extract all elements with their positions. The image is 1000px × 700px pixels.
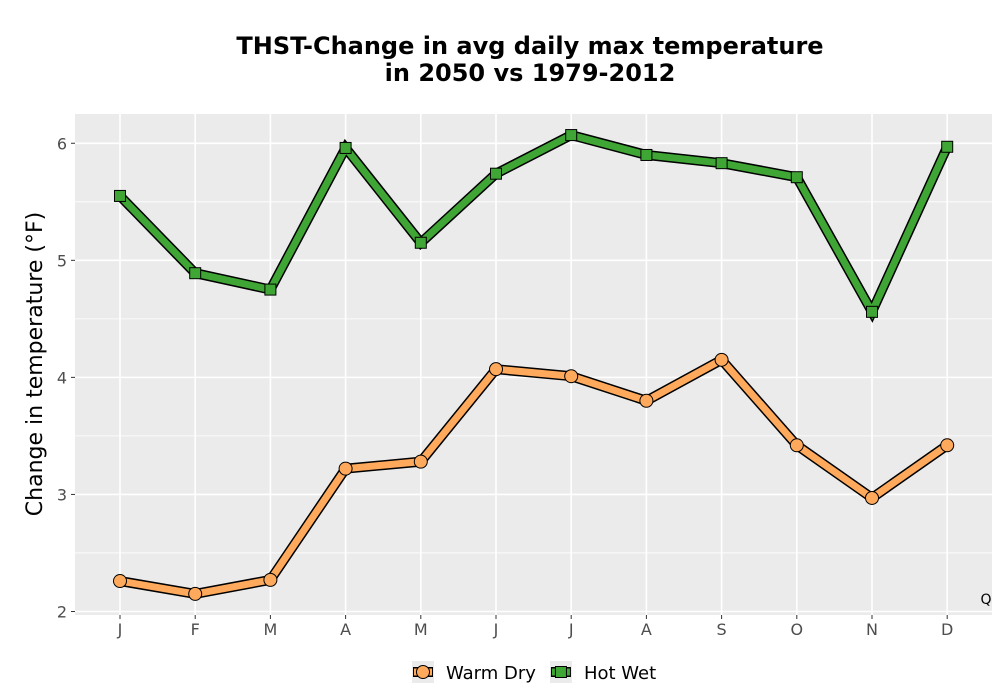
x-tick-label: M xyxy=(263,620,277,639)
data-point xyxy=(188,586,203,601)
legend-item-warm-dry: Warm Dry xyxy=(412,661,536,684)
y-tick-label: 4 xyxy=(57,368,67,387)
legend: Warm Dry Hot Wet xyxy=(412,661,656,684)
x-tick-label: A xyxy=(641,620,652,639)
x-tick-label: M xyxy=(414,620,428,639)
data-point xyxy=(941,140,954,153)
data-point xyxy=(865,490,879,505)
series-line xyxy=(117,131,951,320)
data-point xyxy=(189,267,202,280)
data-point xyxy=(263,572,278,587)
legend-label: Warm Dry xyxy=(446,663,536,684)
y-tick-label: 6 xyxy=(57,134,67,153)
legend-key-marker xyxy=(554,666,567,678)
x-tick-label: N xyxy=(866,620,878,639)
data-point xyxy=(715,157,728,170)
data-point xyxy=(714,352,729,367)
legend-key-marker xyxy=(416,665,430,679)
y-tick-label: 5 xyxy=(57,251,67,270)
data-point xyxy=(639,393,654,408)
y-tick-label: 3 xyxy=(57,485,67,504)
series-warm-dry xyxy=(113,352,955,601)
data-point xyxy=(264,283,277,296)
series-layer xyxy=(113,129,955,601)
x-tick-label: J xyxy=(493,620,499,639)
series-line xyxy=(119,355,950,598)
x-tick-label: O xyxy=(791,620,804,639)
y-axis-label: Change in temperature (°F) xyxy=(23,212,48,516)
data-point xyxy=(790,171,803,184)
data-point xyxy=(414,236,427,249)
data-point xyxy=(565,129,578,142)
data-point xyxy=(640,148,653,161)
data-point xyxy=(564,369,579,384)
data-point xyxy=(338,461,353,476)
data-point xyxy=(489,362,503,377)
data-point xyxy=(866,305,878,318)
legend-label: Hot Wet xyxy=(584,663,656,684)
chart-title-line-1: THST-Change in avg daily max temperature xyxy=(236,32,823,60)
plot-panel xyxy=(75,114,992,615)
data-point xyxy=(940,438,955,453)
x-tick-label: J xyxy=(568,620,574,639)
x-tick-label: S xyxy=(717,620,727,639)
data-point xyxy=(413,454,428,469)
data-point xyxy=(789,438,804,453)
x-tick-label: A xyxy=(340,620,351,639)
y-axis: 2 3 4 5 6 xyxy=(57,134,75,621)
chart-title-line-2: in 2050 vs 1979-2012 xyxy=(385,59,676,87)
data-point xyxy=(114,189,126,202)
x-tick-label: D xyxy=(941,620,953,639)
x-tick-label: F xyxy=(191,620,200,639)
data-point xyxy=(113,574,127,589)
series-hot-wet xyxy=(114,129,954,323)
data-point xyxy=(339,141,352,154)
data-point xyxy=(490,167,502,180)
x-tick-label: J xyxy=(117,620,123,639)
corner-label: Q xyxy=(980,592,991,608)
y-tick-label: 2 xyxy=(57,602,67,621)
legend-item-hot-wet: Hot Wet xyxy=(549,661,656,684)
